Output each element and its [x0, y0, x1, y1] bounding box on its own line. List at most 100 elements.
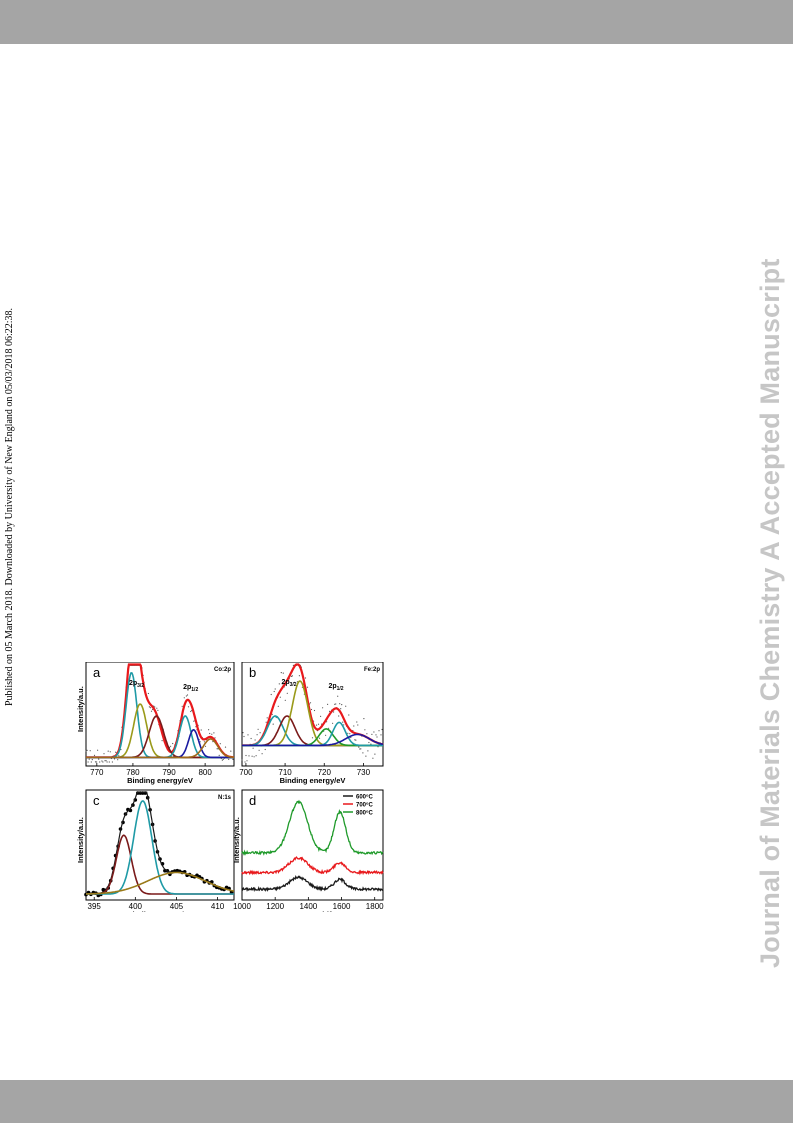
x-tick-label: 770: [90, 768, 104, 777]
x-axis-label: Raman shift: [291, 910, 334, 912]
data-point: [378, 730, 380, 732]
data-point: [298, 675, 300, 677]
data-point: [98, 758, 100, 760]
raw-data-points: [241, 664, 383, 763]
data-point: [91, 759, 93, 761]
data-point: [113, 758, 116, 760]
data-point: [208, 729, 210, 731]
xps-raman-figure: 770 780 790 800 Binding energy/eV Intensity/a…: [72, 662, 384, 912]
data-point: [335, 703, 337, 705]
corner-label: Co:2p: [214, 667, 231, 673]
data-point: [111, 761, 113, 763]
data-point: [332, 722, 334, 724]
data-point: [341, 704, 343, 706]
raw-data-points: [85, 664, 234, 763]
data-point: [242, 732, 244, 734]
x-tick-label: 1000: [233, 902, 251, 911]
data-point: [291, 675, 293, 677]
data-point: [94, 761, 97, 763]
raw-data-points: [84, 791, 234, 898]
data-point: [101, 760, 103, 762]
data-point: [265, 721, 267, 723]
data-point: [118, 755, 120, 757]
data-point: [279, 696, 281, 698]
data-point: [241, 759, 243, 761]
data-point: [105, 760, 107, 762]
data-point: [310, 708, 313, 711]
data-point: [204, 745, 207, 747]
x-tick-label: 730: [357, 768, 371, 777]
peak-annotation: 2p1/2: [328, 683, 343, 692]
data-point: [357, 724, 359, 726]
data-point: [273, 690, 275, 693]
panel-letter: b: [249, 665, 256, 680]
data-point: [343, 724, 345, 726]
data-point: [359, 748, 361, 750]
data-point: [193, 720, 195, 722]
data-point: [377, 746, 379, 748]
component-curve: [242, 733, 384, 747]
data-point: [219, 743, 221, 745]
data-point: [313, 709, 316, 712]
data-point: [355, 739, 357, 741]
data-point: [147, 692, 149, 695]
data-point: [362, 752, 364, 754]
data-point: [86, 749, 88, 751]
data-point: [374, 753, 376, 755]
data-point: [253, 756, 255, 758]
data-point: [185, 695, 187, 697]
footer-bar: [0, 1080, 793, 1123]
data-point: [258, 749, 260, 751]
component-curve: [86, 703, 234, 759]
data-point: [211, 733, 213, 735]
data-point: [368, 741, 370, 744]
data-point: [85, 750, 87, 752]
data-point: [156, 707, 158, 709]
data-point: [380, 734, 382, 736]
data-point: [250, 737, 252, 740]
data-point: [109, 751, 111, 753]
data-point: [349, 733, 351, 735]
data-point: [255, 755, 257, 757]
data-point: [228, 758, 230, 760]
data-point: [293, 681, 295, 683]
data-point: [282, 672, 284, 674]
x-tick-label: 1400: [299, 902, 317, 911]
data-point: [270, 693, 272, 696]
plot-frame: [85, 662, 235, 767]
data-point: [264, 748, 266, 751]
panel-b: 700 710 720 730 Binding energy/eV b Fe:2p 2p3/2…: [239, 662, 384, 785]
data-point: [221, 759, 223, 761]
data-point: [247, 734, 249, 736]
data-point: [285, 684, 287, 687]
data-point: [277, 705, 279, 707]
data-point: [363, 718, 365, 720]
data-point: [338, 715, 340, 717]
journal-watermark: Journal of Materials Chemistry A Accepte…: [755, 258, 785, 968]
data-point: [90, 761, 92, 763]
data-point: [150, 710, 153, 712]
data-point: [274, 688, 276, 690]
data-point: [322, 707, 324, 709]
data-point: [372, 757, 374, 759]
x-tick-label: 720: [318, 768, 332, 777]
data-point: [87, 761, 89, 763]
peak-annotation: 2p3/2: [281, 679, 296, 688]
data-point: [329, 710, 331, 712]
data-point: [102, 761, 104, 763]
component-curve: [86, 672, 234, 759]
legend-label: 700oC: [356, 801, 373, 809]
data-point: [280, 672, 282, 674]
x-tick-label: 400: [129, 902, 143, 911]
data-point: [209, 732, 211, 735]
component-curve: [86, 738, 234, 759]
data-point: [306, 686, 309, 688]
panel-letter: a: [93, 665, 101, 680]
component-curve: [86, 800, 234, 895]
data-point: [261, 753, 263, 755]
data-point: [172, 742, 174, 745]
panel-letter: d: [249, 793, 256, 808]
component-curve: [86, 871, 235, 895]
x-axis-label: Binding energy/eV: [127, 776, 193, 785]
raman-series-line: [241, 875, 384, 893]
